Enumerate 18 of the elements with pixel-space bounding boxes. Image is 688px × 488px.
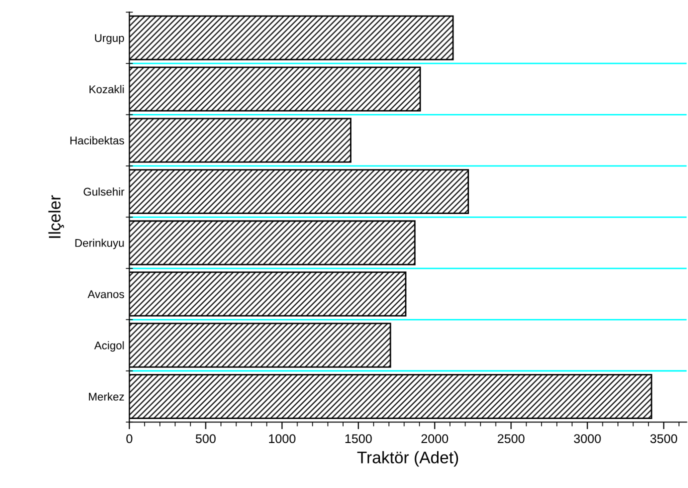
x-tick-label: 3000 (574, 434, 601, 444)
y-tick-label: Kozakli (90, 85, 124, 94)
y-tick-label: Acigol (94, 341, 124, 352)
x-tick-label: 0 (126, 434, 132, 444)
y-tick-label: Merkez (88, 392, 124, 401)
y-axis-title: Ilçeler (48, 195, 64, 238)
x-axis-title: Traktör (Adet) (357, 451, 458, 467)
y-tick-label: Derinkuyu (75, 238, 124, 250)
x-tick-label: 3500 (650, 434, 678, 444)
x-tick-label: 2500 (498, 434, 524, 444)
x-tick-label: 500 (196, 434, 216, 444)
x-tick-label: 1500 (345, 434, 372, 444)
x-tick-label: 2000 (421, 434, 448, 444)
y-tick-label: Hacibektas (70, 136, 124, 144)
y-tick-label: Avanos (88, 290, 124, 298)
y-tick-label: Gulsehir (84, 188, 124, 196)
y-tick-label: Urgup (95, 34, 124, 44)
x-tick-label: 1000 (269, 434, 296, 444)
